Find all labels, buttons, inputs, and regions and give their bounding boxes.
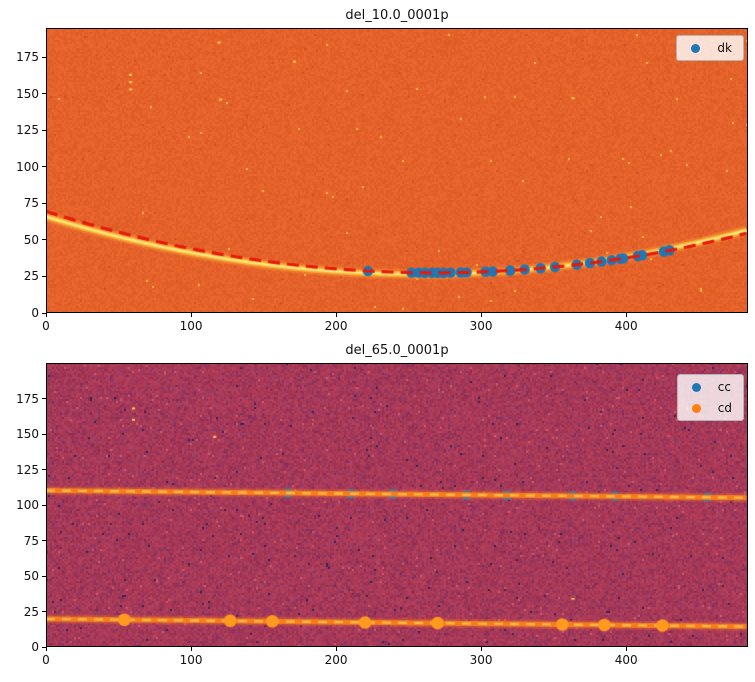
x-tick-label: 300 [469,319,493,333]
y-tick-mark [42,504,46,506]
x-tick-mark [625,313,627,317]
x-tick-label: 200 [324,653,348,667]
x-tick-mark [190,647,192,651]
x-tick-label: 400 [614,653,638,667]
y-tick-label: 125 [16,462,39,477]
y-tick-label: 150 [16,427,39,441]
cc-legend-label: cc [717,380,731,394]
y-tick-label: 100 [16,159,39,174]
y-tick-label: 175 [16,391,39,406]
bottom-plot-title: del_65.0_0001p [345,343,449,358]
top-plot-title: del_10.0_0001p [345,8,449,23]
y-tick-label: 50 [23,232,39,247]
bottom-legend: cc cd [676,374,744,421]
y-tick-mark [42,275,46,277]
y-tick-mark [42,312,46,314]
cd-marker-icon [691,403,701,413]
y-tick-label: 100 [16,498,39,512]
x-tick-mark [45,313,47,317]
y-tick-mark [42,202,46,204]
y-tick-mark [42,575,46,577]
legend-row-cc: cc [685,380,732,394]
y-tick-mark [42,646,46,648]
x-tick-label: 0 [42,653,50,667]
x-tick-mark [480,647,482,651]
x-tick-mark [480,313,482,317]
top-heatmap-canvas [46,28,748,313]
x-tick-label: 300 [469,653,493,667]
y-tick-mark [42,398,46,399]
y-tick-label: 150 [16,86,39,101]
y-tick-label: 125 [16,123,39,138]
y-tick-mark [42,433,46,435]
y-tick-label: 175 [16,50,39,65]
x-tick-mark [625,647,627,651]
dk-legend-label: dk [717,41,732,55]
bottom-heatmap-canvas [46,363,748,647]
y-tick-mark [42,129,46,131]
dk-marker-icon [691,43,701,53]
y-tick-label: 25 [23,269,39,284]
y-tick-label: 25 [23,604,39,619]
top-legend: dk [676,35,744,61]
y-tick-mark [42,540,46,541]
y-tick-label: 0 [31,306,39,320]
y-tick-mark [42,239,46,241]
x-tick-label: 200 [324,319,348,333]
y-tick-mark [42,469,46,470]
cc-marker-icon [691,382,701,392]
legend-row-cd: cd [685,401,732,415]
x-tick-mark [335,647,337,651]
x-tick-label: 0 [42,319,50,333]
x-tick-mark [190,313,192,317]
legend-row-dk: dk [684,41,732,55]
y-tick-label: 50 [23,569,39,583]
y-tick-mark [42,166,46,168]
cd-legend-label: cd [717,401,732,415]
x-tick-mark [45,647,47,651]
x-tick-label: 400 [614,319,638,333]
y-tick-label: 75 [23,533,39,548]
x-tick-label: 100 [179,319,203,333]
x-tick-label: 100 [179,653,203,667]
x-tick-mark [335,313,337,317]
y-tick-mark [42,611,46,612]
y-tick-mark [42,93,46,95]
y-tick-label: 75 [23,196,39,211]
y-tick-label: 0 [31,640,39,654]
y-tick-mark [42,56,46,58]
